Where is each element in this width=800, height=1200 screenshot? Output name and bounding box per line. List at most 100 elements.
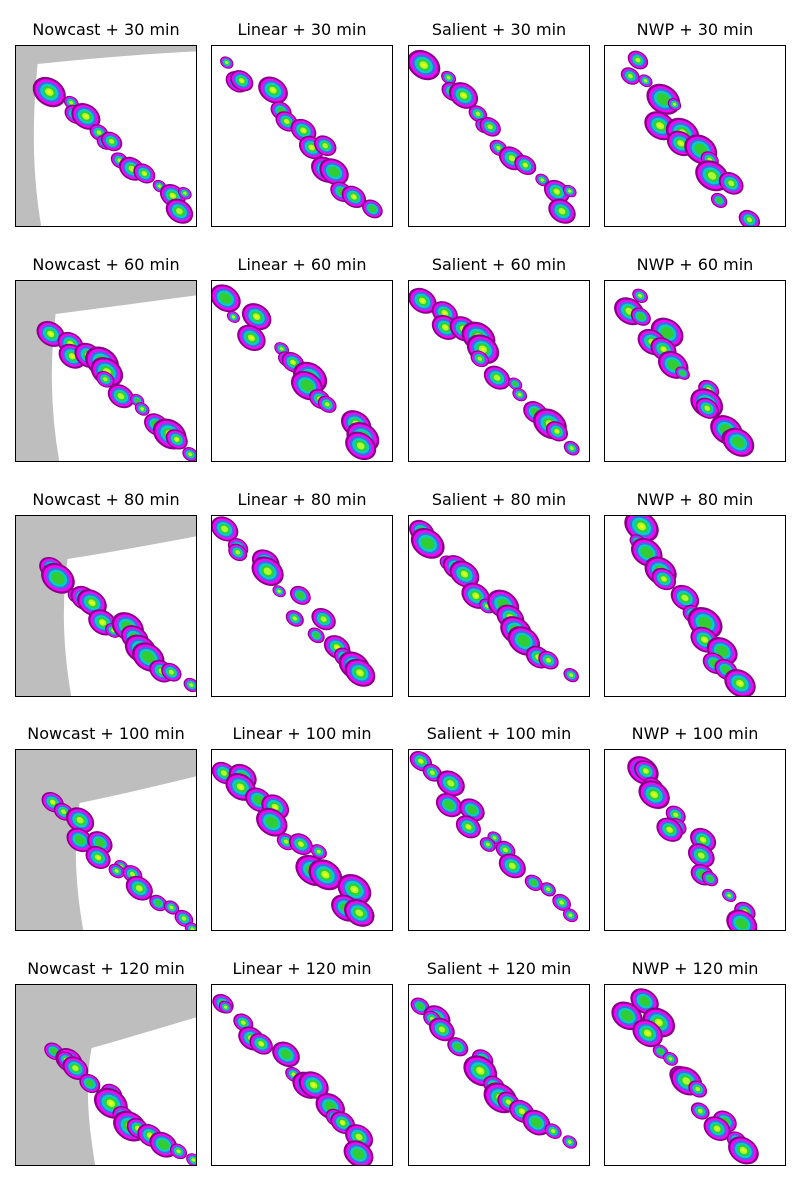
rain-cell (667, 359, 680, 371)
precipitation-map (408, 749, 590, 931)
rain-cell (355, 1133, 363, 1141)
rain-cell (738, 682, 742, 685)
rain-cell (546, 887, 551, 892)
map-svg (16, 516, 196, 696)
rain-cell (416, 1002, 425, 1010)
map-svg (409, 49, 577, 224)
panel-title: Nowcast + 30 min (32, 20, 180, 39)
panel-title: Linear + 60 min (237, 255, 367, 274)
rain-cell (658, 124, 662, 128)
precipitation-map (211, 515, 393, 697)
precipitation-map (408, 515, 590, 697)
rain-cell (660, 326, 674, 339)
rain-cell (697, 852, 705, 859)
rain-cell (517, 392, 522, 397)
rain-cell (101, 620, 105, 624)
panel-title: NWP + 60 min (636, 255, 754, 274)
rain-cell (638, 996, 651, 1007)
panel-title: Salient + 100 min (426, 724, 572, 743)
rain-cell (636, 312, 645, 321)
rain-cell (474, 594, 478, 598)
rain-cell (135, 885, 143, 892)
rain-cell (356, 442, 365, 450)
precipitation-map (15, 45, 197, 227)
rain-cell (316, 849, 321, 854)
map-svg (409, 750, 579, 923)
map-svg (16, 46, 196, 226)
rain-cell (49, 1047, 58, 1055)
rain-cell (487, 124, 493, 130)
map-svg (16, 281, 196, 461)
panel-linear-100: Linear + 100 min (211, 724, 393, 931)
rain-cell (157, 184, 162, 188)
rain-cell (681, 594, 689, 602)
panel-title: Nowcast + 120 min (27, 959, 185, 978)
rain-cell (300, 379, 314, 392)
rain-cell (239, 785, 243, 789)
panel-title: Salient + 60 min (431, 255, 567, 274)
precipitation-map (408, 984, 590, 1166)
rain-cell (183, 191, 187, 195)
rain-cell (279, 347, 284, 351)
rain-cell (728, 180, 735, 187)
rain-cell (176, 208, 183, 215)
rain-cell (51, 801, 54, 804)
panel-title: NWP + 120 min (631, 959, 759, 978)
panel-linear-80: Linear + 80 min (211, 490, 393, 697)
rain-cell (735, 918, 748, 930)
rain-cell (444, 326, 447, 329)
rain-cell (335, 646, 339, 649)
panel-title: Nowcast + 80 min (32, 490, 180, 509)
rain-cell (255, 315, 259, 319)
panel-title: NWP + 100 min (631, 724, 759, 743)
rain-cell (639, 524, 644, 529)
rain-cell (727, 893, 732, 898)
rain-cell (493, 374, 501, 381)
precipitation-map (15, 280, 197, 462)
precipitation-map (211, 45, 393, 227)
panel-title: Linear + 120 min (232, 959, 372, 978)
precipitation-map (15, 749, 197, 931)
panel-title: Salient + 120 min (426, 959, 572, 978)
rain-cell (134, 397, 141, 403)
rain-cell (94, 838, 105, 848)
rain-cell (102, 377, 108, 382)
rain-cell (328, 166, 340, 178)
rain-cell (249, 336, 253, 340)
rain-cell (117, 393, 125, 400)
rain-cell (540, 178, 544, 182)
map-svg (409, 287, 580, 456)
map-svg (614, 288, 755, 457)
rain-cell (358, 671, 362, 675)
precipitation-map (211, 984, 393, 1166)
rain-cell (555, 430, 559, 433)
rain-cell (640, 546, 654, 559)
rain-cell (231, 315, 236, 319)
panel-title: Nowcast + 100 min (27, 724, 185, 743)
panel-nwp-30: NWP + 30 min (604, 20, 786, 227)
rain-cell (310, 146, 314, 149)
rain-cell (291, 1072, 296, 1077)
rain-cell (698, 616, 712, 630)
map-svg (624, 516, 756, 696)
rain-cell (569, 673, 574, 677)
rain-cell (716, 645, 729, 657)
rain-cell (352, 1148, 365, 1160)
rain-cell (90, 601, 94, 605)
rain-cell (704, 405, 711, 411)
rain-cell (481, 347, 485, 351)
rain-cell (291, 361, 295, 364)
rain-cell (657, 1020, 661, 1024)
rain-cell (568, 913, 573, 917)
rain-cell (51, 572, 65, 585)
rain-cell (323, 873, 328, 877)
rain-cell (271, 88, 275, 92)
rain-cell (462, 94, 466, 97)
map-svg (611, 988, 759, 1165)
precipitation-map (15, 515, 197, 697)
map-svg (620, 50, 761, 226)
rain-cell (569, 446, 574, 451)
rain-cell (715, 197, 723, 204)
rain-cell (320, 616, 327, 622)
rain-cell (707, 171, 717, 180)
